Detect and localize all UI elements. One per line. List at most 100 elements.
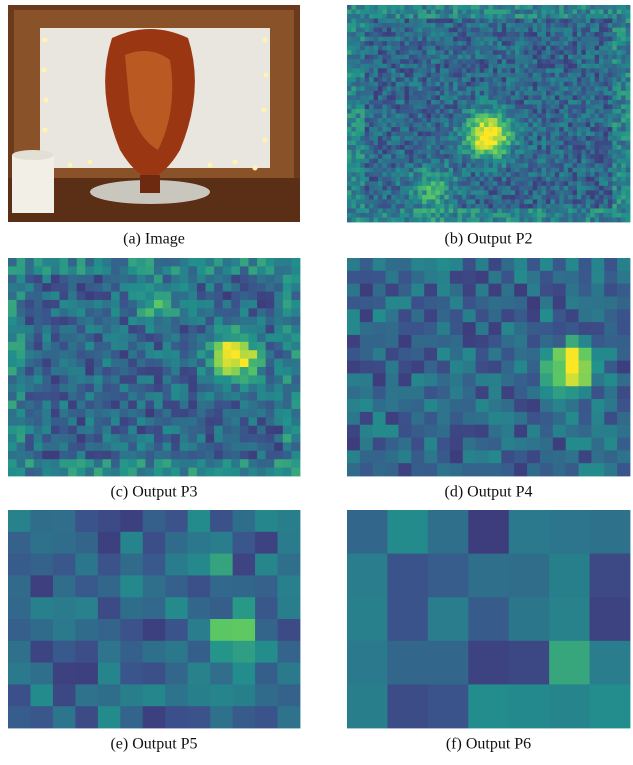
- heatmap-cell: [493, 59, 498, 64]
- heatmap-cell: [413, 163, 418, 168]
- heatmap-cell: [111, 266, 120, 275]
- heatmap-cell: [519, 91, 524, 96]
- heatmap-cell: [542, 77, 547, 82]
- heatmap-cell: [604, 463, 617, 476]
- heatmap-cell: [519, 145, 524, 150]
- heatmap-cell: [400, 109, 405, 114]
- heatmap-cell: [255, 510, 278, 532]
- heatmap-cell: [497, 172, 502, 177]
- heatmap-cell: [85, 417, 94, 426]
- heatmap-cell: [440, 32, 445, 37]
- heatmap-cell: [471, 64, 476, 69]
- heatmap-cell: [484, 208, 489, 213]
- heatmap-cell: [347, 168, 352, 173]
- heatmap-cell: [466, 86, 471, 91]
- heatmap-cell: [463, 373, 476, 386]
- heatmap-cell: [351, 86, 356, 91]
- heatmap-cell: [223, 417, 232, 426]
- heatmap-cell: [440, 123, 445, 128]
- heatmap-cell: [77, 375, 86, 384]
- heatmap-cell: [462, 109, 467, 114]
- heatmap-cell: [475, 181, 480, 186]
- heatmap-cell: [440, 168, 445, 173]
- heatmap-cell: [374, 73, 379, 78]
- heatmap-cell: [137, 275, 146, 284]
- heatmap-cell: [489, 186, 494, 191]
- heatmap-cell: [553, 361, 566, 374]
- heatmap-cell: [413, 77, 418, 82]
- heatmap-cell: [266, 384, 275, 393]
- heatmap-cell: [462, 208, 467, 213]
- heatmap-cell: [603, 19, 608, 24]
- heatmap-cell: [617, 127, 622, 132]
- heatmap-cell: [514, 450, 527, 463]
- heatmap-cell: [546, 199, 551, 204]
- heatmap-cell: [145, 258, 154, 267]
- heatmap-cell: [484, 86, 489, 91]
- heatmap-cell: [519, 154, 524, 159]
- heatmap-cell: [608, 177, 613, 182]
- heatmap-cell: [396, 86, 401, 91]
- heatmap-cell: [382, 55, 387, 60]
- heatmap-cell: [502, 109, 507, 114]
- heatmap-cell: [466, 91, 471, 96]
- heatmap-cell: [409, 199, 414, 204]
- heatmap-cell: [94, 325, 103, 334]
- heatmap-cell: [274, 325, 283, 334]
- heatmap-cell: [387, 641, 428, 685]
- heatmap-cell: [42, 367, 51, 376]
- heatmap-cell: [378, 123, 383, 128]
- heatmap-cell: [223, 275, 232, 284]
- heatmap-cell: [365, 172, 370, 177]
- heatmap-cell: [51, 459, 60, 468]
- heatmap-cell: [484, 177, 489, 182]
- heatmap-cell: [77, 292, 86, 301]
- heatmap-cell: [378, 159, 383, 164]
- heatmap-cell: [413, 23, 418, 28]
- heatmap-cell: [484, 159, 489, 164]
- heatmap-cell: [515, 159, 520, 164]
- heatmap-cell: [502, 64, 507, 69]
- heatmap-cell: [511, 14, 516, 19]
- heatmap-cell: [621, 114, 626, 119]
- heatmap-cell: [30, 619, 53, 641]
- heatmap-cell: [506, 208, 511, 213]
- heatmap-cell: [453, 68, 458, 73]
- heatmap-cell: [34, 333, 43, 342]
- heatmap-cell: [476, 271, 489, 284]
- heatmap-cell: [546, 86, 551, 91]
- heatmap-cell: [537, 217, 542, 222]
- heatmap-cell: [528, 19, 533, 24]
- heatmap-cell: [111, 367, 120, 376]
- heatmap-cell: [553, 450, 566, 463]
- heatmap-cell: [626, 86, 631, 91]
- heatmap-cell: [509, 510, 550, 554]
- heatmap-cell: [431, 10, 436, 15]
- heatmap-cell: [450, 258, 463, 271]
- heatmap-cell: [471, 150, 476, 155]
- heatmap-cell: [577, 46, 582, 51]
- heatmap-cell: [555, 95, 560, 100]
- heatmap-cell: [398, 309, 411, 322]
- heatmap-cell: [398, 296, 411, 309]
- heatmap-cell: [154, 292, 163, 301]
- heatmap-cell: [378, 73, 383, 78]
- heatmap-cell: [197, 275, 206, 284]
- heatmap-cell: [145, 342, 154, 351]
- heatmap-cell: [453, 213, 458, 218]
- heatmap-cell: [533, 109, 538, 114]
- heatmap-cell: [484, 50, 489, 55]
- heatmap-cell: [537, 77, 542, 82]
- heatmap-cell: [120, 554, 143, 576]
- heatmap-cell: [542, 59, 547, 64]
- heatmap-cell: [471, 186, 476, 191]
- heatmap-cell: [489, 82, 494, 87]
- heatmap-cell: [612, 28, 617, 33]
- heatmap-cell: [154, 392, 163, 401]
- heatmap-cell: [171, 417, 180, 426]
- heatmap-cell: [586, 159, 591, 164]
- heatmap-cell: [484, 168, 489, 173]
- heatmap-cell: [369, 132, 374, 137]
- heatmap-cell: [466, 195, 471, 200]
- heatmap-cell: [440, 10, 445, 15]
